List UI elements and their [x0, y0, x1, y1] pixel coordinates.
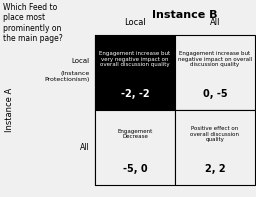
- Text: All: All: [80, 143, 90, 152]
- Bar: [175, 110, 255, 185]
- Bar: [95, 35, 175, 110]
- Text: Engagement
Decrease: Engagement Decrease: [117, 129, 153, 139]
- Text: Positive effect on
overall discussion
quality: Positive effect on overall discussion qu…: [190, 126, 240, 142]
- Text: Engagement increase but
negative impact on overall
discussion quality: Engagement increase but negative impact …: [178, 51, 252, 67]
- Bar: [175, 35, 255, 110]
- Bar: [95, 110, 175, 185]
- Text: (Instance
Protectionism): (Instance Protectionism): [45, 71, 90, 82]
- Text: -2, -2: -2, -2: [121, 88, 149, 98]
- Text: Local: Local: [124, 18, 146, 27]
- Text: Which Feed to
place most
prominently on
the main page?: Which Feed to place most prominently on …: [3, 3, 63, 43]
- Text: Local: Local: [72, 58, 90, 64]
- Text: -5, 0: -5, 0: [123, 164, 147, 174]
- Text: 0, -5: 0, -5: [203, 88, 227, 98]
- Text: Engagement increase but
very negative impact on
overall discussion quality: Engagement increase but very negative im…: [99, 51, 170, 67]
- Text: 2, 2: 2, 2: [205, 164, 225, 174]
- Text: Instance A: Instance A: [5, 88, 15, 132]
- Text: All: All: [210, 18, 220, 27]
- Text: Instance B: Instance B: [152, 10, 218, 20]
